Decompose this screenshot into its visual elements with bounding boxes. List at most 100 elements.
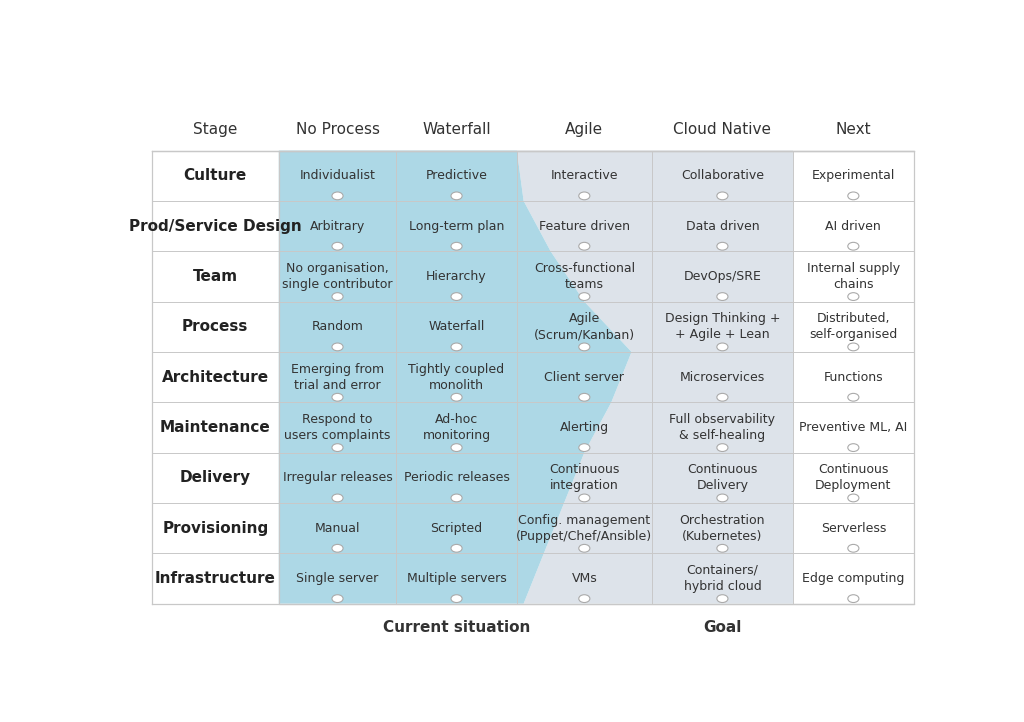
Circle shape (332, 444, 343, 451)
Text: Interactive: Interactive (551, 169, 618, 182)
Text: Current situation: Current situation (383, 620, 530, 635)
Circle shape (848, 192, 859, 200)
Text: Distributed,
self-organised: Distributed, self-organised (809, 313, 897, 342)
Text: Hierarchy: Hierarchy (426, 270, 486, 283)
Circle shape (848, 292, 859, 300)
Circle shape (579, 393, 590, 401)
Text: Provisioning: Provisioning (162, 521, 268, 536)
Text: Edge computing: Edge computing (802, 572, 904, 585)
Polygon shape (279, 151, 632, 604)
Text: Emerging from
trial and error: Emerging from trial and error (291, 362, 384, 391)
Text: Goal: Goal (703, 620, 741, 635)
Circle shape (579, 192, 590, 200)
Text: Prod/Service Design: Prod/Service Design (129, 219, 302, 234)
Circle shape (451, 243, 462, 250)
Text: DevOps/SRE: DevOps/SRE (683, 270, 761, 283)
Text: Waterfall: Waterfall (422, 122, 490, 137)
Bar (279, 151, 913, 604)
Text: Internal supply
chains: Internal supply chains (807, 262, 900, 291)
Text: Ad-hoc
monitoring: Ad-hoc monitoring (423, 413, 490, 442)
Circle shape (848, 544, 859, 552)
Text: Continuous
Deployment: Continuous Deployment (815, 464, 892, 492)
Text: Culture: Culture (183, 168, 247, 183)
Circle shape (717, 393, 728, 401)
Text: Maintenance: Maintenance (160, 420, 270, 435)
Text: Individualist: Individualist (300, 169, 376, 182)
Circle shape (451, 292, 462, 300)
Circle shape (579, 494, 590, 502)
Circle shape (451, 595, 462, 603)
Circle shape (451, 192, 462, 200)
Text: Tightly coupled
monolith: Tightly coupled monolith (409, 362, 505, 391)
Text: VMs: VMs (571, 572, 597, 585)
Text: Continuous
integration: Continuous integration (549, 464, 620, 492)
Circle shape (717, 192, 728, 200)
Polygon shape (517, 151, 793, 604)
Text: Collaborative: Collaborative (681, 169, 764, 182)
Text: Scripted: Scripted (430, 522, 482, 535)
Circle shape (717, 494, 728, 502)
Circle shape (332, 494, 343, 502)
Circle shape (332, 343, 343, 351)
Text: Data driven: Data driven (686, 219, 759, 232)
Text: Irregular releases: Irregular releases (283, 471, 392, 484)
Text: Manual: Manual (314, 522, 360, 535)
Text: Client server: Client server (545, 370, 625, 383)
Circle shape (332, 292, 343, 300)
Text: Arbitrary: Arbitrary (310, 219, 366, 232)
Circle shape (579, 243, 590, 250)
Circle shape (717, 544, 728, 552)
Text: Agile
(Scrum/Kanban): Agile (Scrum/Kanban) (534, 313, 635, 342)
Text: Stage: Stage (194, 122, 238, 137)
Text: Feature driven: Feature driven (539, 219, 630, 232)
Circle shape (848, 595, 859, 603)
Circle shape (717, 292, 728, 300)
Text: Respond to
users complaints: Respond to users complaints (285, 413, 391, 442)
Circle shape (579, 544, 590, 552)
Text: Preventive ML, AI: Preventive ML, AI (799, 421, 907, 434)
Circle shape (717, 444, 728, 451)
Text: Next: Next (836, 122, 871, 137)
Circle shape (332, 595, 343, 603)
Circle shape (451, 544, 462, 552)
Text: Cloud Native: Cloud Native (674, 122, 771, 137)
Text: Containers/
hybrid cloud: Containers/ hybrid cloud (684, 564, 761, 593)
Circle shape (332, 544, 343, 552)
Text: Cross-functional
teams: Cross-functional teams (534, 262, 635, 291)
Text: Team: Team (193, 269, 238, 284)
Circle shape (579, 595, 590, 603)
Text: Multiple servers: Multiple servers (407, 572, 507, 585)
Text: Microservices: Microservices (680, 370, 765, 383)
Circle shape (451, 494, 462, 502)
Text: Experimental: Experimental (812, 169, 895, 182)
Text: Functions: Functions (823, 370, 883, 383)
Text: Full observability
& self-healing: Full observability & self-healing (670, 413, 775, 442)
Text: Config. management
(Puppet/Chef/Ansible): Config. management (Puppet/Chef/Ansible) (516, 513, 652, 543)
Text: Continuous
Delivery: Continuous Delivery (687, 464, 758, 492)
Text: No organisation,
single contributor: No organisation, single contributor (283, 262, 393, 291)
Text: Periodic releases: Periodic releases (403, 471, 510, 484)
Text: Alerting: Alerting (560, 421, 609, 434)
Text: No Process: No Process (296, 122, 380, 137)
Circle shape (717, 595, 728, 603)
Circle shape (579, 444, 590, 451)
Text: Process: Process (182, 319, 249, 334)
Circle shape (451, 393, 462, 401)
Circle shape (332, 243, 343, 250)
Circle shape (848, 444, 859, 451)
Text: AI driven: AI driven (825, 219, 882, 232)
Circle shape (848, 494, 859, 502)
Circle shape (332, 192, 343, 200)
Text: Waterfall: Waterfall (428, 321, 484, 334)
Text: Orchestration
(Kubernetes): Orchestration (Kubernetes) (680, 513, 765, 543)
Circle shape (848, 243, 859, 250)
Circle shape (717, 343, 728, 351)
Text: Random: Random (311, 321, 364, 334)
Text: Architecture: Architecture (162, 370, 269, 385)
Text: Delivery: Delivery (180, 470, 251, 485)
Circle shape (579, 292, 590, 300)
Text: Infrastructure: Infrastructure (155, 571, 275, 586)
Text: Predictive: Predictive (426, 169, 487, 182)
Circle shape (717, 243, 728, 250)
Text: Long-term plan: Long-term plan (409, 219, 504, 232)
